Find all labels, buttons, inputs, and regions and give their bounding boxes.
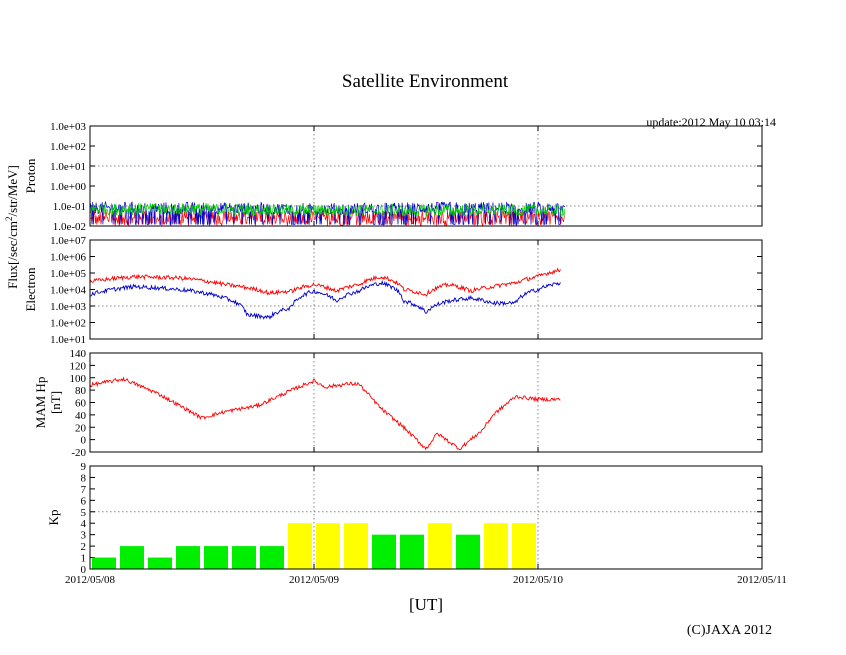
y-tick-label: 1.0e-01 (53, 201, 86, 213)
panel-frame (89, 239, 763, 340)
y-tick-label: 1.0e+02 (50, 318, 86, 330)
panel-ylabel: Electron (23, 267, 38, 312)
x-tick-label: 2012/05/08 (65, 574, 116, 586)
kp-bar (176, 546, 200, 569)
kp-bar (344, 523, 368, 569)
y-tick-label: 1.0e+07 (50, 235, 86, 247)
panel-frame (89, 125, 763, 227)
y-tick-label: 80 (75, 385, 87, 397)
panel-ylabel-unit: [nT] (48, 391, 63, 414)
y-tick-label: 0 (81, 435, 87, 447)
y-tick-label: 1.0e+02 (50, 141, 86, 153)
y-tick-label: 1.0e+01 (50, 161, 86, 173)
kp-bar (400, 534, 424, 569)
kp-bar (232, 546, 256, 569)
panel-frame (89, 352, 763, 453)
panel-ylabel: MAM Hp (33, 377, 48, 429)
y-tick-label: 100 (70, 373, 87, 385)
y-tick-label: 1.0e+03 (50, 301, 86, 313)
y-tick-label: 1.0e-02 (53, 221, 86, 233)
y-tick-label: 1.0e+01 (50, 334, 86, 346)
y-tick-label: 140 (70, 348, 87, 360)
kp-bar (204, 546, 228, 569)
x-tick-label: 2012/05/09 (289, 574, 340, 586)
y-tick-label: 60 (75, 398, 87, 410)
panel-ylabel: Kp (46, 510, 61, 526)
y-tick-label: 1.0e+06 (50, 252, 86, 264)
x-axis-label: [UT] (409, 595, 443, 614)
series-line-mam (89, 376, 561, 451)
kp-bar (512, 523, 536, 569)
y-tick-label: 2 (81, 541, 87, 553)
y-tick-label: 6 (81, 495, 87, 507)
panel-electron: 1.0e+01 1.0e+02 1.0e+03 1.0e+04 1.0e+05 1.0e+… (23, 235, 763, 346)
y-tick-label: 1 (81, 553, 87, 565)
y-tick-label: 0 (81, 564, 87, 576)
y-tick-label: 9 (81, 461, 87, 473)
kp-bar (288, 523, 312, 569)
y-tick-label: -20 (71, 447, 86, 459)
chart-title: Satellite Environment (342, 71, 509, 92)
kp-bar (120, 546, 144, 569)
series-line-electron (89, 279, 561, 320)
y-tick-label: 4 (81, 518, 87, 530)
kp-bar (456, 534, 480, 569)
x-tick-label: 2012/05/11 (737, 574, 787, 586)
y-tick-label: 1.0e+00 (50, 181, 86, 193)
x-tick-label: 2012/05/10 (513, 574, 564, 586)
kp-bar (428, 523, 452, 569)
y-tick-label: 7 (81, 484, 87, 496)
kp-bar (92, 557, 116, 569)
panel-ylabel: Proton (23, 158, 38, 193)
y-tick-label: 8 (81, 472, 87, 484)
y-tick-label: 3 (81, 530, 87, 542)
y-tick-label: 1.0e+04 (50, 285, 86, 297)
series-line-proton (89, 200, 566, 225)
y-tick-label: 40 (75, 410, 87, 422)
y-tick-label: 20 (75, 422, 87, 434)
kp-bar (484, 523, 508, 569)
kp-bar (260, 546, 284, 569)
panel-frame (89, 465, 763, 570)
y-tick-label: 5 (81, 507, 87, 519)
kp-bar (148, 557, 172, 569)
copyright-notice: (C)JAXA 2012 (687, 623, 772, 638)
update-timestamp: update:2012 May 10 03:14 (646, 115, 776, 129)
kp-bar (316, 523, 340, 569)
kp-bar (372, 534, 396, 569)
y-tick-label: 1.0e+05 (50, 268, 86, 280)
panel-proton: 1.0e-02 1.0e-01 1.0e+00 1.0e+01 1.0e+02 1.0e+… (23, 121, 763, 233)
flux-axis-label: Flux[/sec/cm2/str/MeV] (4, 165, 20, 289)
series-line-electron (89, 267, 561, 297)
y-tick-label: 120 (70, 360, 87, 372)
series-line-proton (89, 202, 566, 218)
y-tick-label: 1.0e+03 (50, 121, 86, 133)
